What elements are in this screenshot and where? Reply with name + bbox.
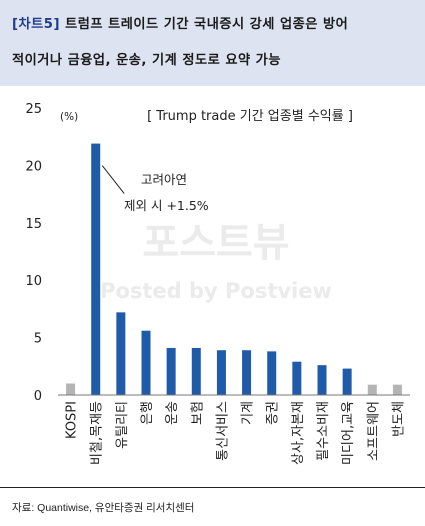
- x-tick-label: 상사,자본재: [291, 401, 306, 465]
- bar: [367, 384, 377, 395]
- watermark-text-english: Posted by Postview: [100, 279, 332, 303]
- watermark: 포스트뷰 Posted by Postview: [100, 220, 332, 303]
- chart-number-tag: [차트5]: [12, 17, 60, 32]
- y-axis: 0 5 10 15 20 25: [25, 102, 42, 404]
- annotation-leader-line: [101, 165, 125, 194]
- source-note: 자료: Quantiwise, 유안타증권 리서치센터: [12, 502, 195, 514]
- y-tick-label: 20: [25, 159, 42, 174]
- bar: [166, 347, 176, 395]
- x-tick-label: 반도체: [391, 401, 406, 437]
- header-title-line2: 적이거나 금융업, 운송, 기계 정도로 요약 가능: [12, 53, 281, 68]
- chart-title: [ Trump trade 기간 업종별 수익률 ]: [147, 109, 353, 124]
- bar: [242, 350, 252, 395]
- x-tick-label: 소프트웨어: [366, 401, 381, 461]
- header-title-line1: [차트5] 트럼프 트레이드 기간 국내증시 강세 업종은 방어: [12, 13, 348, 32]
- annotation-text-line2: 제외 시 +1.5%: [124, 198, 209, 213]
- x-tick-label: 증권: [266, 401, 281, 425]
- annotation-text-line1: 고려아연: [141, 172, 187, 187]
- x-tick-label: 은행: [139, 401, 155, 425]
- bar: [141, 330, 151, 395]
- footer-divider: [0, 487, 425, 488]
- x-tick-label: 기계: [241, 401, 256, 425]
- x-tick-label: 비철,목재등: [90, 401, 105, 465]
- y-axis-unit: (%): [60, 111, 78, 123]
- x-tick-label: 미디어,교육: [341, 401, 356, 465]
- bar: [91, 143, 101, 395]
- y-tick-label: 25: [25, 102, 42, 117]
- x-tick-label: 통신서비스: [215, 401, 230, 461]
- bar: [392, 384, 402, 395]
- y-tick-label: 5: [34, 332, 42, 347]
- y-tick-label: 15: [25, 217, 42, 232]
- bar: [116, 312, 126, 395]
- x-tick-label: 보험: [190, 401, 205, 425]
- y-tick-label: 0: [34, 389, 42, 404]
- watermark-text-korean: 포스트뷰: [142, 220, 289, 266]
- chart-header: [차트5] 트럼프 트레이드 기간 국내증시 강세 업종은 방어 적이거나 금융…: [0, 0, 425, 86]
- bar: [292, 361, 302, 395]
- bar: [66, 383, 76, 395]
- x-tick-label: 필수소비재: [316, 401, 331, 461]
- x-tick-label: 유틸리티: [115, 401, 130, 449]
- x-tick-label: 운송: [165, 401, 180, 425]
- bar-series: [66, 143, 402, 395]
- header-title-text-1: 트럼프 트레이드 기간 국내증시 강세 업종은 방어: [65, 17, 349, 32]
- y-tick-label: 10: [25, 274, 42, 289]
- bar: [342, 368, 352, 395]
- bar: [317, 365, 327, 395]
- x-axis-labels: KOSPI 비철,목재등 유틸리티 은행 운송 보험 통신서비스 기계 증권 상사,자본재 필수소비…: [65, 401, 407, 465]
- bar: [267, 351, 277, 395]
- annotation: 고려아연 제외 시 +1.5%: [101, 165, 209, 213]
- bar: [216, 350, 226, 395]
- bar: [191, 347, 201, 395]
- x-tick-label: KOSPI: [65, 401, 80, 439]
